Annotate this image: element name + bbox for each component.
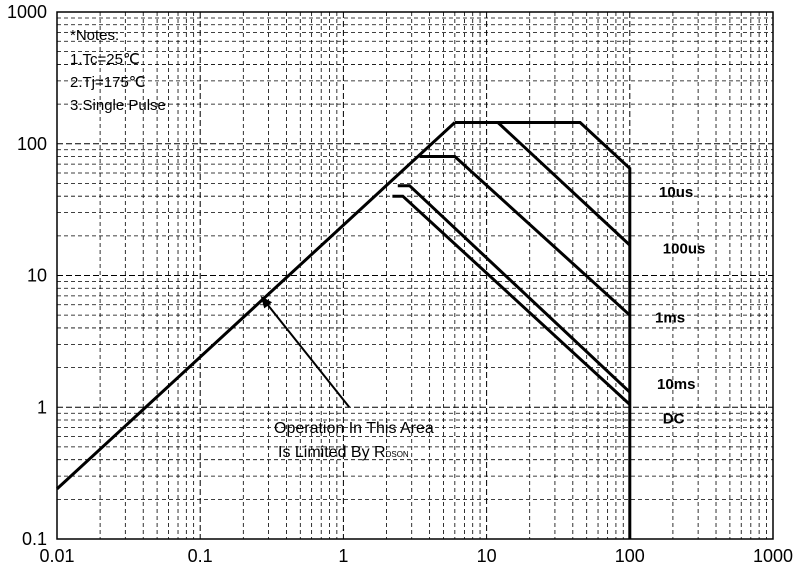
note-header: *Notes:	[70, 27, 119, 44]
annotation-arrow	[260, 296, 351, 408]
note-tj: 2.Tj=175℃	[70, 74, 146, 91]
annotation-line-2-text: Is Limited By R	[278, 444, 386, 461]
curve-labels: 10us 100us 1ms 10ms DC	[655, 184, 705, 428]
curve-1ms	[419, 155, 631, 317]
x-tick-label: 10	[477, 546, 497, 566]
curve-100us	[496, 121, 631, 247]
annotation-subscript: DSON	[386, 450, 409, 459]
curve-label-100us: 100us	[663, 241, 706, 258]
x-tick-label: 0.01	[39, 546, 74, 566]
curves	[55, 121, 632, 539]
y-tick-label: 0.1	[22, 529, 47, 549]
rdson-annotation: Operation In This Area Is Limited By RDS…	[260, 296, 434, 461]
x-tick-label: 100	[615, 546, 645, 566]
x-tick-label: 1	[338, 546, 348, 566]
note-pulse: 3.Single Pulse	[70, 97, 166, 114]
y-tick-label: 10	[27, 266, 47, 286]
curve-label-1ms: 1ms	[655, 309, 685, 326]
annotation-line-2: Is Limited By RDSON	[278, 444, 409, 461]
curve-10ms	[397, 184, 631, 394]
curve-DC	[392, 194, 631, 406]
notes: *Notes: 1.Tc=25℃ 2.Tj=175℃ 3.Single Puls…	[70, 27, 166, 114]
annotation-line-1: Operation In This Area	[274, 420, 434, 437]
rdson-limit-line	[55, 121, 456, 491]
note-tc: 1.Tc=25℃	[70, 51, 140, 68]
curve-10us	[454, 121, 632, 539]
grid	[57, 12, 773, 539]
plot-frame	[56, 11, 774, 540]
x-tick-label: 1000	[753, 546, 793, 566]
y-tick-label: 100	[17, 134, 47, 154]
x-tick-label: 0.1	[188, 546, 213, 566]
y-tick-label: 1000	[7, 2, 47, 22]
curve-label-DC: DC	[663, 411, 685, 428]
y-tick-label: 1	[37, 397, 47, 417]
curve-label-10ms: 10ms	[657, 376, 695, 393]
curve-label-10us: 10us	[659, 184, 693, 201]
